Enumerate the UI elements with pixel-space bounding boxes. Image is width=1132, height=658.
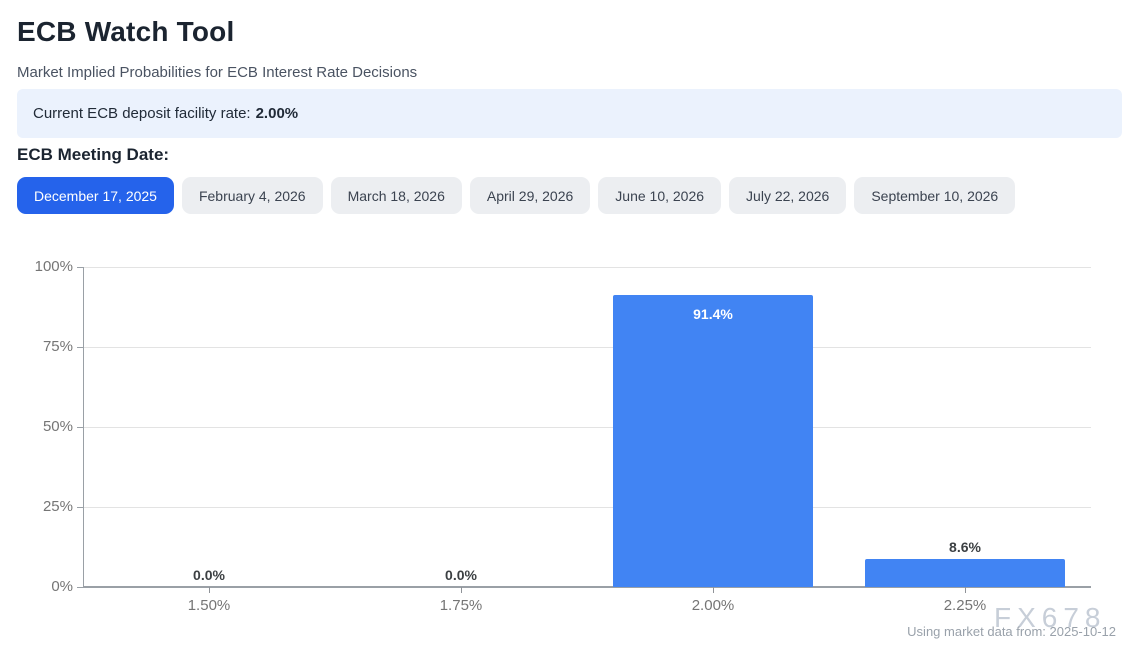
y-axis-line xyxy=(83,267,84,587)
x-axis-label: 2.25% xyxy=(943,597,987,614)
meeting-date-tab-6[interactable]: September 10, 2026 xyxy=(854,177,1016,214)
current-rate-value: 2.00% xyxy=(255,105,299,122)
y-axis-tick xyxy=(77,427,83,428)
probability-bar-2[interactable] xyxy=(613,295,813,587)
x-axis-baseline xyxy=(83,586,1091,588)
bar-value-label: 0.0% xyxy=(445,567,477,583)
y-axis-tick xyxy=(77,347,83,348)
current-rate-label: Current ECB deposit facility rate: xyxy=(33,105,251,122)
page-title: ECB Watch Tool xyxy=(17,16,235,47)
y-axis-label: 0% xyxy=(51,578,73,595)
probability-bar-3[interactable] xyxy=(865,559,1065,587)
bar-value-label: 91.4% xyxy=(693,306,733,322)
meeting-date-tab-3[interactable]: April 29, 2026 xyxy=(469,177,591,214)
probability-chart: 0% 25% 50% 75% 100% 0.0% 1.50% 0.0% 1.75% 91.4% 2.… xyxy=(0,250,1132,630)
x-axis-label: 1.50% xyxy=(187,597,231,614)
meeting-date-label: ECB Meeting Date: xyxy=(17,145,170,164)
gridline xyxy=(83,267,1091,268)
y-axis-tick xyxy=(77,587,83,588)
gridline xyxy=(83,347,1091,348)
bar-value-label: 0.0% xyxy=(193,567,225,583)
x-axis-tick xyxy=(965,587,966,593)
y-axis-label: 50% xyxy=(42,418,73,435)
x-axis-tick xyxy=(713,587,714,593)
gridline xyxy=(83,427,1091,428)
bar-value-label: 8.6% xyxy=(949,539,981,555)
meeting-date-tab-0[interactable]: December 17, 2025 xyxy=(17,177,174,214)
x-axis-label: 1.75% xyxy=(439,597,483,614)
meeting-date-tab-4[interactable]: June 10, 2026 xyxy=(598,177,722,214)
y-axis-label: 75% xyxy=(42,338,73,355)
x-axis-label: 2.00% xyxy=(691,597,735,614)
y-axis-label: 25% xyxy=(42,498,73,515)
x-axis-tick xyxy=(461,587,462,593)
gridline xyxy=(83,507,1091,508)
y-axis-tick xyxy=(77,507,83,508)
meeting-date-tab-1[interactable]: February 4, 2026 xyxy=(181,177,323,214)
y-axis-label: 100% xyxy=(34,258,73,275)
x-axis-tick xyxy=(209,587,210,593)
current-rate-banner: Current ECB deposit facility rate: 2.00% xyxy=(17,89,1122,138)
market-data-note: Using market data from: 2025-10-12 xyxy=(907,624,1116,639)
y-axis-tick xyxy=(77,267,83,268)
meeting-date-tab-2[interactable]: March 18, 2026 xyxy=(330,177,462,214)
meeting-date-tab-5[interactable]: July 22, 2026 xyxy=(729,177,847,214)
meeting-date-tabs: December 17, 2025 February 4, 2026 March 1… xyxy=(17,177,1016,214)
page-subtitle: Market Implied Probabilities for ECB Int… xyxy=(17,64,418,81)
watermark: FX678 xyxy=(994,602,1107,633)
